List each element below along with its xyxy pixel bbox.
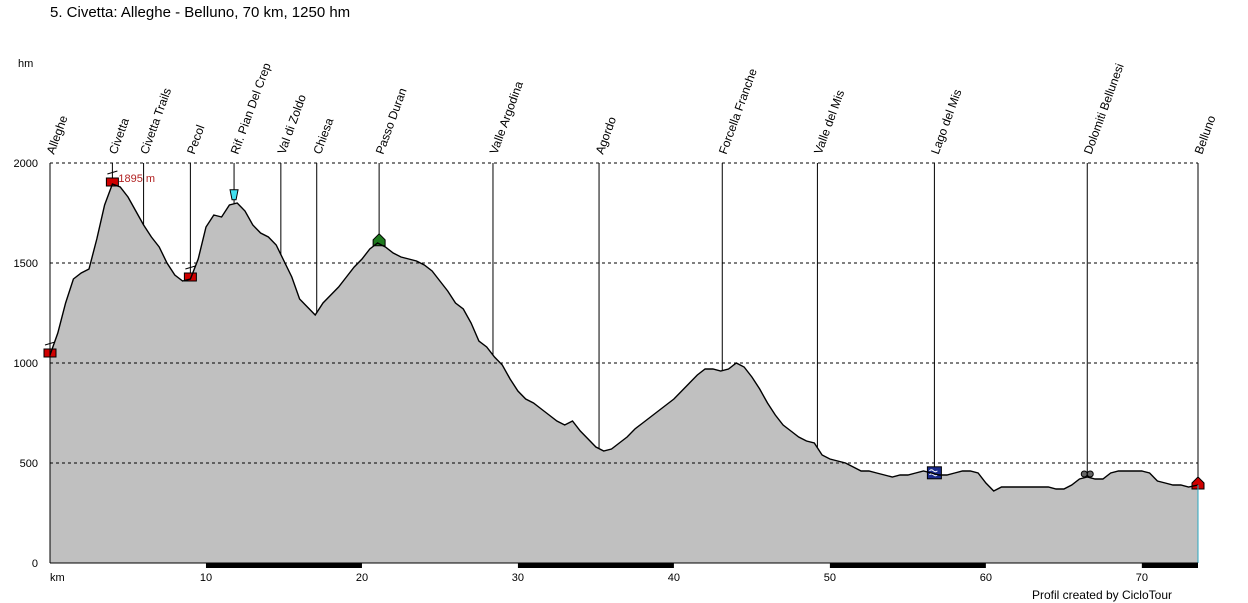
x-tick-label: 50 <box>824 572 836 584</box>
credit-text: Profil created by CicloTour <box>1031 588 1172 602</box>
y-axis-label: hm <box>18 58 33 70</box>
waypoint-label: Val di Zoldo <box>275 92 310 156</box>
x-axis-band <box>517 563 674 568</box>
waypoint-label: Valle del Mis <box>811 88 847 156</box>
x-tick-label: 20 <box>356 572 368 584</box>
profile-line <box>49 183 1199 492</box>
x-axis-band <box>829 563 986 568</box>
y-tick-label: 500 <box>20 458 38 470</box>
waypoint-label: Civetta <box>106 116 132 156</box>
x-tick-label: 60 <box>980 572 992 584</box>
x-axis-label: km <box>50 572 65 584</box>
x-axis-band <box>205 563 362 568</box>
x-axis-band <box>1141 563 1198 568</box>
cable-wire <box>107 170 118 175</box>
y-tick-label: 2000 <box>14 158 38 170</box>
waypoint-label: Valle Argodina <box>487 79 526 156</box>
lake-waves <box>929 469 938 477</box>
waypoint-label: Belluno <box>1192 113 1219 156</box>
x-tick-label: 10 <box>200 572 212 584</box>
y-tick-label: 0 <box>32 558 38 570</box>
waypoint-label: Rif. Pian Del Crep <box>228 61 274 156</box>
max-elevation-label: 1895 m <box>118 173 155 185</box>
waypoint-label: Chiesa <box>310 116 336 156</box>
profile-area <box>50 184 1198 563</box>
waypoint-label: Forcella Franche <box>716 66 760 156</box>
cable-wire <box>185 265 196 270</box>
waypoint-label: Alleghe <box>44 113 71 156</box>
waypoint-label: Dolomiti Bellunesi <box>1081 62 1127 156</box>
waypoint-label: Passo Duran <box>373 86 410 156</box>
x-tick-label: 30 <box>512 572 524 584</box>
waypoint-label: Pecol <box>184 123 207 156</box>
chart-title: 5. Civetta: Alleghe - Belluno, 70 km, 12… <box>50 4 351 21</box>
waypoint-label: Lago del Mis <box>928 87 964 156</box>
binoculars-icon <box>1080 470 1088 478</box>
y-tick-label: 1500 <box>14 258 38 270</box>
x-tick-label: 70 <box>1136 572 1148 584</box>
drink-icon <box>229 189 239 201</box>
y-tick-label: 1000 <box>14 358 38 370</box>
waypoint-label: Civetta Trails <box>137 86 174 156</box>
x-tick-label: 40 <box>668 572 680 584</box>
waypoint-label: Agordo <box>593 115 620 156</box>
binoculars-lens <box>1086 470 1094 478</box>
cable-car-icon <box>183 272 197 282</box>
